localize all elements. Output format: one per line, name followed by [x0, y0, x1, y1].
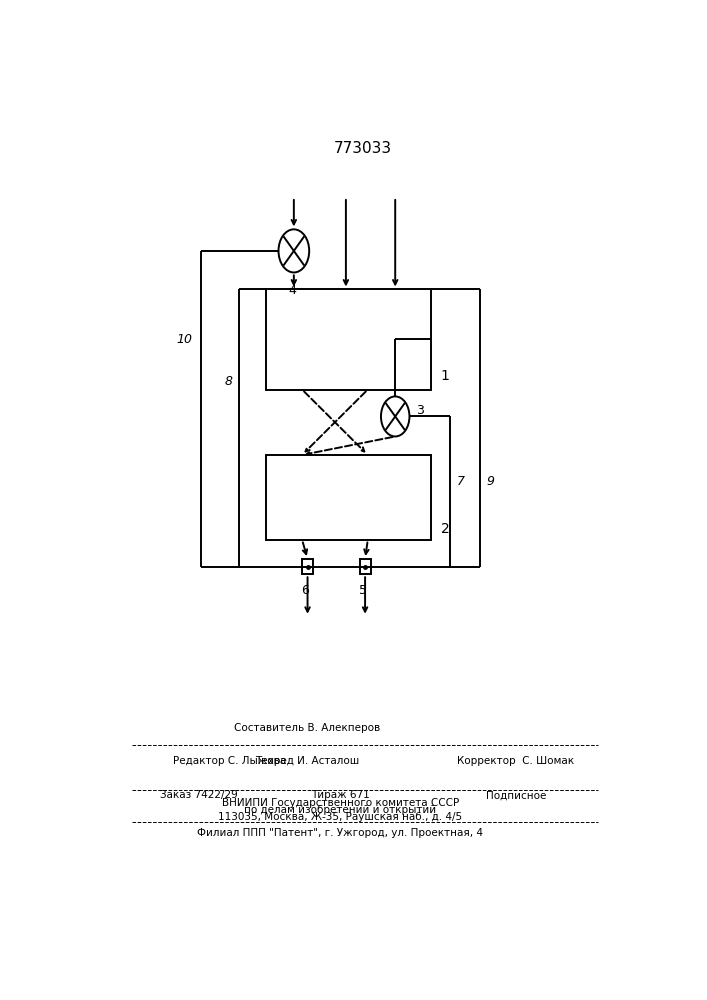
Text: 773033: 773033	[333, 141, 392, 156]
Text: по делам изобретений и открытий: по делам изобретений и открытий	[245, 805, 436, 815]
Text: 1: 1	[440, 369, 450, 383]
Text: 8: 8	[225, 375, 233, 388]
Text: Корректор  С. Шомак: Корректор С. Шомак	[457, 756, 574, 766]
Text: Составитель В. Алекперов: Составитель В. Алекперов	[235, 723, 380, 733]
Polygon shape	[360, 559, 370, 574]
Text: 5: 5	[359, 584, 368, 597]
Polygon shape	[302, 559, 313, 574]
Text: Подписное: Подписное	[486, 790, 546, 800]
Text: 9: 9	[486, 475, 495, 488]
Text: Филиал ППП "Патент", г. Ужгород, ул. Проектная, 4: Филиал ППП "Патент", г. Ужгород, ул. Про…	[197, 828, 484, 838]
Text: 7: 7	[457, 475, 464, 488]
Text: Редактор С. Лыжова: Редактор С. Лыжова	[173, 756, 286, 766]
Text: 10: 10	[176, 333, 192, 346]
Text: Заказ 7422/29: Заказ 7422/29	[160, 790, 238, 800]
Text: 113035, Москва, Ж-35, Раушская наб., д. 4/5: 113035, Москва, Ж-35, Раушская наб., д. …	[218, 812, 462, 822]
Text: 3: 3	[416, 404, 424, 417]
Text: Техред И. Асталош: Техред И. Асталош	[255, 756, 360, 766]
Text: 2: 2	[440, 522, 450, 536]
Text: Тираж 671: Тираж 671	[311, 790, 370, 800]
Text: 6: 6	[301, 584, 309, 597]
Text: 4: 4	[289, 284, 297, 297]
Text: ВНИИПИ Государственного комитета СССР: ВНИИПИ Государственного комитета СССР	[222, 798, 459, 808]
